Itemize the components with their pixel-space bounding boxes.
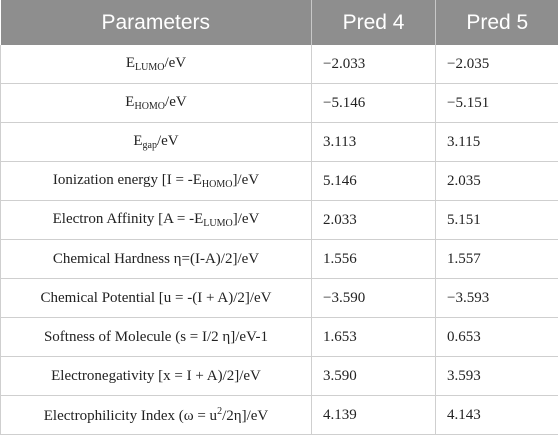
pred-4-cell: −2.033 (311, 45, 436, 84)
pred-4-cell: 4.139 (311, 395, 436, 435)
pred-4-cell: −3.590 (311, 278, 436, 318)
table-row: EHOMO/eV −5.146 −5.151 (0, 83, 558, 123)
parameter-cell: Chemical Potential [u = -(I + A)/2]/eV (0, 278, 312, 318)
pred-4-cell: −5.146 (311, 83, 436, 123)
header-pred-4: Pred 4 (311, 0, 436, 45)
parameter-cell: Egap/eV (0, 122, 312, 162)
header-row: Parameters Pred 4 Pred 5 (0, 0, 558, 45)
parameter-cell: ELUMO/eV (0, 45, 312, 84)
table-row: Chemical Potential [u = -(I + A)/2]/eV −… (0, 278, 558, 318)
pred-4-cell: 1.653 (311, 317, 436, 357)
pred-5-cell: 5.151 (435, 200, 558, 240)
parameter-cell: Softness of Molecule (s = I/2 η]/eV-1 (0, 317, 312, 357)
pred-5-cell: −3.593 (435, 278, 558, 318)
table-row: Electrophilicity Index (ω = u2/2η]/eV 4.… (0, 395, 558, 435)
header-pred-5: Pred 5 (435, 0, 558, 45)
table-row: Ionization energy [I = -EHOMO]/eV 5.146 … (0, 161, 558, 201)
table-row: Softness of Molecule (s = I/2 η]/eV-1 1.… (0, 317, 558, 357)
parameter-cell: Chemical Hardness η=(I-A)/2]/eV (0, 239, 312, 279)
pred-4-cell: 3.113 (311, 122, 436, 162)
parameter-cell: EHOMO/eV (0, 83, 312, 123)
pred-4-cell: 2.033 (311, 200, 436, 240)
parameter-cell: Electron Affinity [A = -ELUMO]/eV (0, 200, 312, 240)
header-parameters: Parameters (0, 0, 312, 45)
parameter-cell: Ionization energy [I = -EHOMO]/eV (0, 161, 312, 201)
pred-5-cell: 3.115 (435, 122, 558, 162)
parameter-cell: Electronegativity [x = I + A)/2]/eV (0, 356, 312, 396)
table-row: Egap/eV 3.113 3.115 (0, 122, 558, 162)
table-row: Chemical Hardness η=(I-A)/2]/eV 1.556 1.… (0, 239, 558, 279)
pred-4-cell: 1.556 (311, 239, 436, 279)
pred-5-cell: −2.035 (435, 45, 558, 84)
table-row: Electron Affinity [A = -ELUMO]/eV 2.033 … (0, 200, 558, 240)
pred-5-cell: −5.151 (435, 83, 558, 123)
pred-5-cell: 0.653 (435, 317, 558, 357)
parameter-cell: Electrophilicity Index (ω = u2/2η]/eV (0, 395, 312, 435)
pred-5-cell: 4.143 (435, 395, 558, 435)
pred-4-cell: 5.146 (311, 161, 436, 201)
pred-5-cell: 1.557 (435, 239, 558, 279)
pred-4-cell: 3.590 (311, 356, 436, 396)
pred-5-cell: 3.593 (435, 356, 558, 396)
table-row: ELUMO/eV −2.033 −2.035 (0, 45, 558, 84)
table-row: Electronegativity [x = I + A)/2]/eV 3.59… (0, 356, 558, 396)
pred-5-cell: 2.035 (435, 161, 558, 201)
